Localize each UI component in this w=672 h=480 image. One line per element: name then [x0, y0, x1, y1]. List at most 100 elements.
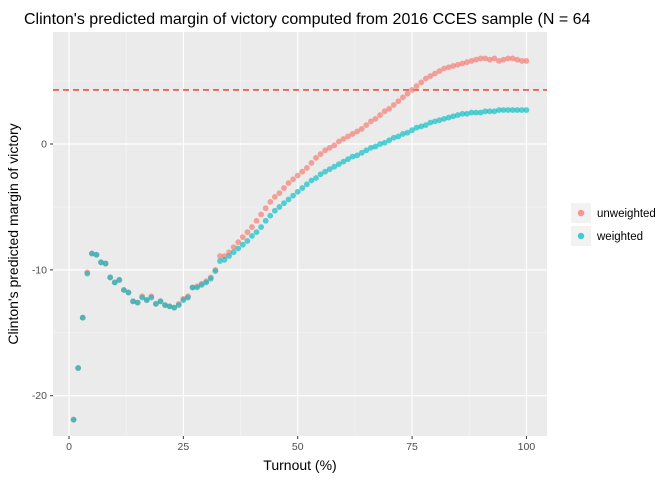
- weighted-point: [450, 113, 457, 120]
- unweighted-point: [482, 55, 489, 62]
- unweighted-point: [409, 86, 415, 93]
- weighted-point: [262, 217, 269, 224]
- weighted-point: [153, 300, 159, 307]
- unweighted-point: [267, 199, 274, 205]
- weighted-point: [212, 268, 219, 275]
- unweighted-point: [363, 122, 370, 129]
- unweighted-point: [505, 55, 512, 62]
- plot-panel: [53, 32, 547, 436]
- weighted-point: [70, 416, 77, 423]
- weighted-point: [303, 181, 310, 188]
- weighted-point: [93, 251, 100, 258]
- weighted-point: [473, 109, 480, 116]
- unweighted-point: [299, 168, 306, 175]
- weighted-point: [276, 204, 283, 210]
- weighted-point: [395, 133, 402, 140]
- unweighted-point: [285, 180, 292, 186]
- x-tick-label: 75: [406, 441, 418, 453]
- legend-marker: [577, 209, 585, 217]
- weighted-point: [299, 185, 306, 191]
- weighted-point: [226, 253, 233, 259]
- weighted-point: [198, 282, 205, 288]
- unweighted-point: [450, 63, 457, 69]
- unweighted-point: [377, 112, 383, 118]
- unweighted-point: [271, 193, 278, 200]
- weighted-point: [427, 119, 434, 126]
- chart-title: Clinton's predicted margin of victory co…: [24, 11, 591, 28]
- legend: unweighted weighted: [571, 203, 656, 246]
- weighted-point: [230, 249, 237, 256]
- unweighted-point: [349, 131, 356, 137]
- weighted-point: [326, 166, 333, 173]
- unweighted-point: [340, 136, 347, 142]
- unweighted-point: [322, 147, 329, 154]
- weighted-point: [239, 241, 246, 248]
- weighted-point: [500, 107, 507, 113]
- unweighted-point: [239, 234, 246, 241]
- weighted-point: [349, 153, 356, 160]
- weighted-point: [377, 141, 383, 147]
- unweighted-point: [395, 98, 402, 105]
- unweighted-point: [468, 58, 475, 64]
- unweighted-point: [473, 56, 480, 63]
- legend-label: unweighted: [597, 208, 656, 220]
- unweighted-point: [326, 144, 333, 151]
- weighted-point: [308, 177, 315, 184]
- unweighted-point: [372, 115, 379, 122]
- weighted-point: [381, 139, 388, 146]
- weighted-point: [523, 107, 530, 113]
- unweighted-point: [331, 142, 338, 149]
- weighted-point: [400, 131, 406, 137]
- unweighted-point: [496, 58, 502, 64]
- weighted-point: [317, 171, 324, 178]
- weighted-point: [345, 156, 351, 163]
- unweighted-point: [303, 165, 310, 171]
- weighted-point: [162, 302, 168, 309]
- weighted-point: [496, 107, 502, 113]
- y-tick-label: -20: [32, 390, 47, 402]
- unweighted-point: [418, 79, 425, 86]
- unweighted-point: [244, 229, 251, 236]
- unweighted-point: [441, 65, 447, 72]
- weighted-point: [313, 175, 319, 181]
- weighted-point: [505, 107, 512, 113]
- weighted-point: [253, 229, 260, 236]
- weighted-point: [185, 294, 191, 301]
- weighted-point: [432, 118, 438, 125]
- weighted-point: [468, 109, 475, 116]
- unweighted-point: [354, 128, 361, 135]
- unweighted-point: [523, 58, 530, 64]
- unweighted-point: [317, 151, 324, 157]
- weighted-point: [166, 303, 173, 310]
- weighted-point: [125, 289, 132, 296]
- weighted-point: [331, 163, 338, 170]
- unweighted-point: [276, 190, 283, 196]
- y-tick-label: -10: [32, 264, 47, 276]
- unweighted-point: [404, 90, 411, 97]
- unweighted-point: [358, 126, 365, 132]
- weighted-point: [98, 259, 104, 266]
- weighted-point: [477, 109, 484, 116]
- weighted-point: [194, 284, 200, 291]
- unweighted-point: [258, 211, 265, 218]
- weighted-point: [107, 274, 114, 281]
- weighted-point: [358, 149, 365, 156]
- unweighted-point: [345, 133, 351, 140]
- unweighted-point: [427, 73, 434, 79]
- x-tick-label: 100: [518, 441, 536, 453]
- weighted-point: [436, 117, 443, 123]
- weighted-point: [285, 196, 292, 203]
- unweighted-point: [432, 70, 438, 77]
- weighted-point: [148, 294, 155, 301]
- weighted-point: [244, 238, 251, 244]
- weighted-point: [180, 297, 187, 303]
- unweighted-point: [367, 118, 374, 125]
- unweighted-point: [262, 205, 269, 212]
- unweighted-point: [518, 58, 525, 64]
- unweighted-point: [486, 56, 493, 63]
- weighted-point: [120, 287, 127, 293]
- weighted-point: [294, 188, 301, 195]
- weighted-point: [372, 143, 379, 150]
- unweighted-point: [381, 108, 388, 115]
- weighted-point: [363, 147, 370, 154]
